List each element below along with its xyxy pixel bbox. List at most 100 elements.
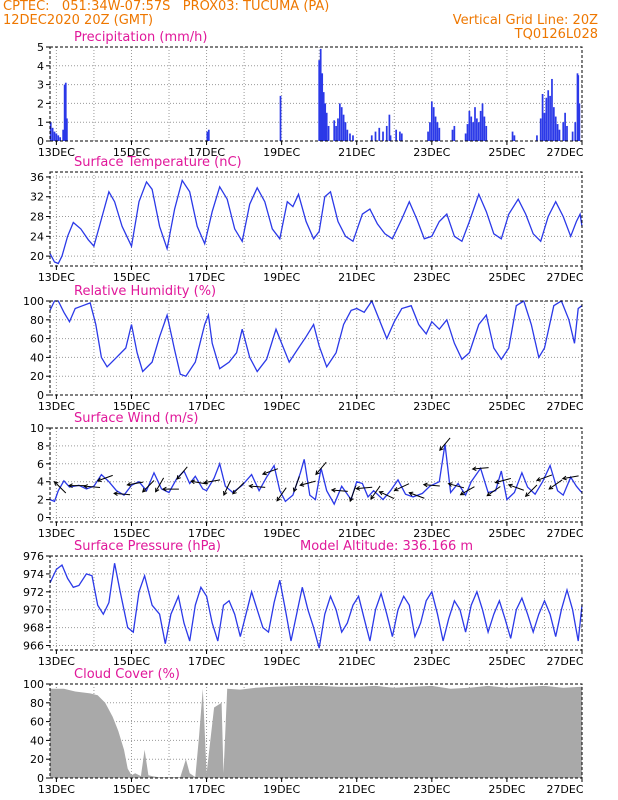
precipitation-bar <box>342 114 345 141</box>
precipitation-bar <box>66 118 68 141</box>
cloud-cover-ytick-label: 80 <box>30 697 44 710</box>
precipitation-bar <box>434 116 437 141</box>
precipitation-bar <box>541 94 544 141</box>
precipitation-bar <box>551 78 553 141</box>
precipitation-bar <box>474 107 476 141</box>
wind-xtick-label: 15DEC <box>113 527 150 540</box>
precipitation-bar <box>318 60 321 141</box>
precipitation-bar <box>543 112 546 141</box>
humidity-xtick-label: 25DEC <box>488 400 525 413</box>
pressure-ytick-label: 970 <box>23 604 44 617</box>
wind-arrow <box>508 484 524 491</box>
wind-arrow-head <box>378 491 384 496</box>
pressure-annotation: Model Altitude: 336.166 m <box>300 539 473 554</box>
wind-arrow <box>293 476 300 492</box>
humidity-ytick-label: 20 <box>30 370 44 383</box>
wind-arrow <box>127 481 144 486</box>
cloud-cover-xtick-label: 21DEC <box>338 783 375 796</box>
precipitation-bar <box>483 116 486 141</box>
wind-arrow-head <box>548 485 554 490</box>
wind-arrow <box>142 480 155 493</box>
precipitation-bar <box>470 116 473 141</box>
precipitation-bar <box>427 131 429 141</box>
wind-arrow-head <box>439 446 444 452</box>
cloud-cover-xtick-label: 25DEC <box>488 783 525 796</box>
temperature-xtick-label: 19DEC <box>263 271 300 284</box>
precipitation-bar <box>481 103 484 141</box>
wind-arrow-head <box>276 496 281 502</box>
precipitation-ytick-label: 0 <box>37 135 44 148</box>
cloud-cover-ytick-label: 0 <box>37 772 44 785</box>
precipitation-ytick-label: 4 <box>37 60 44 73</box>
wind-xtick-label: 19DEC <box>263 527 300 540</box>
precipitation-xtick-label: 15DEC <box>113 146 150 159</box>
precipitation-bar <box>64 82 67 141</box>
pressure-xtick-label: 19DEC <box>263 655 300 668</box>
precipitation-bar <box>374 131 377 141</box>
wind-arrow <box>300 480 316 486</box>
humidity-ytick-label: 0 <box>37 389 44 402</box>
wind-arrow-head <box>315 470 320 476</box>
wind-arrow-head <box>524 492 530 498</box>
precipitation-bar <box>349 133 351 141</box>
precipitation-bar <box>59 137 61 141</box>
pressure-xtick-label: 21DEC <box>338 655 375 668</box>
humidity-xtick-label: 13DEC <box>38 400 75 413</box>
precipitation-bar <box>566 125 568 141</box>
wind-arrow <box>356 486 373 490</box>
pressure-ytick-label: 968 <box>23 622 44 635</box>
wind-arrow-head <box>561 475 567 481</box>
precipitation-bar <box>472 122 474 141</box>
precipitation-bar <box>327 125 330 141</box>
precipitation-bar <box>321 73 324 141</box>
precipitation-bar <box>477 122 480 141</box>
precipitation-bar <box>51 127 54 141</box>
wind-arrow-head <box>155 487 160 493</box>
wind-xtick-label: 27DEC <box>546 527 583 540</box>
wind-arrow-head <box>53 480 59 486</box>
wind-arrow-head <box>292 487 298 493</box>
cloud-cover-ytick-label: 20 <box>30 753 44 766</box>
wind-arrow <box>249 485 266 488</box>
precipitation-bar <box>385 125 388 141</box>
pressure-ytick-label: 972 <box>23 586 44 599</box>
precipitation-panel: Precipitation (mm/h) 0 1 2 3 4 5 13DEC 15DEC 17DE… <box>37 30 584 159</box>
precipitation-bar <box>53 131 56 141</box>
cloud-cover-xtick-label: 13DEC <box>38 783 75 796</box>
temperature-ytick-label: 20 <box>30 250 44 263</box>
temperature-frame <box>49 171 583 267</box>
humidity-xtick-label: 19DEC <box>263 400 300 413</box>
wind-arrow-head <box>507 483 513 489</box>
pressure-ytick-label: 966 <box>23 640 44 653</box>
temperature-xtick-label: 23DEC <box>413 271 450 284</box>
wind-arrow <box>409 492 425 499</box>
precipitation-bar <box>432 107 435 141</box>
humidity-xtick-label: 17DEC <box>188 400 225 413</box>
wind-arrow-head <box>248 483 254 489</box>
precipitation-bar <box>340 107 343 141</box>
temperature-ytick-label: 24 <box>30 230 44 243</box>
wind-arrow <box>394 483 410 491</box>
wind-arrow <box>525 484 538 497</box>
pressure-xtick-label: 23DEC <box>413 655 450 668</box>
precipitation-bar <box>558 129 561 141</box>
wind-arrow-head <box>96 477 102 482</box>
pressure-panel: Surface Pressure (hPa) Model Altitude: 33… <box>23 539 584 668</box>
pressure-xtick-label: 27DEC <box>546 655 583 668</box>
wind-arrow <box>204 479 221 484</box>
precipitation-bar <box>378 127 381 141</box>
wind-arrow-head <box>113 491 118 496</box>
pressure-ytick-label: 974 <box>23 568 44 581</box>
wind-arrow-head <box>486 491 492 497</box>
wind-arrow-head <box>176 475 181 480</box>
wind-arrow <box>54 481 67 494</box>
temperature-line <box>49 178 583 265</box>
pressure-ytick-label: 976 <box>23 550 44 563</box>
wind-arrow <box>114 492 131 496</box>
precipitation-bar <box>388 114 391 141</box>
temperature-title: Surface Temperature (nC) <box>74 155 242 170</box>
precipitation-bar <box>352 135 354 141</box>
precipitation-xtick-label: 25DEC <box>488 146 525 159</box>
precipitation-bar <box>389 135 392 141</box>
temperature-xtick-label: 17DEC <box>188 271 225 284</box>
